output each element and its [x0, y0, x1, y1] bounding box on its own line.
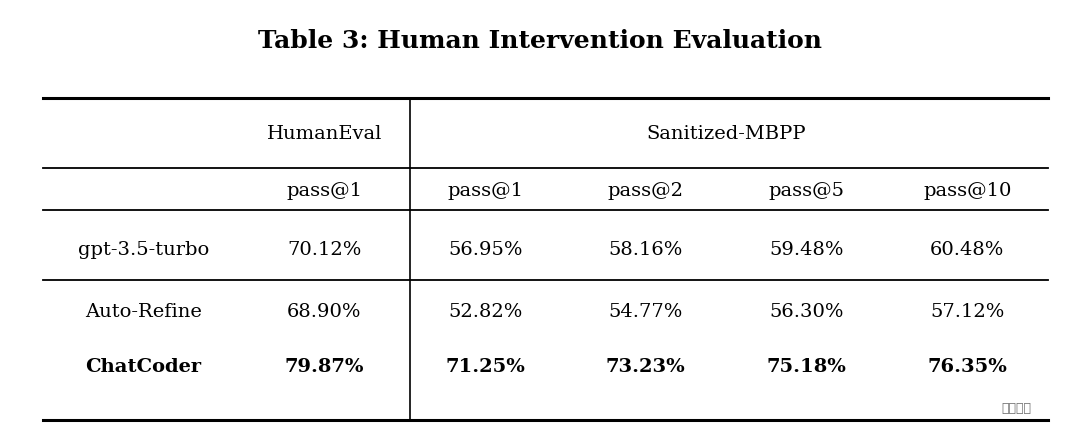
- Text: pass@1: pass@1: [447, 181, 523, 200]
- Text: 52.82%: 52.82%: [448, 302, 523, 320]
- Text: 73.23%: 73.23%: [606, 357, 686, 375]
- Text: HumanEval: HumanEval: [267, 124, 382, 143]
- Text: Table 3: Human Intervention Evaluation: Table 3: Human Intervention Evaluation: [258, 28, 822, 53]
- Text: 智链探索: 智链探索: [1001, 401, 1031, 414]
- Text: 70.12%: 70.12%: [287, 240, 362, 259]
- Text: pass@2: pass@2: [608, 181, 684, 200]
- Text: 79.87%: 79.87%: [285, 357, 364, 375]
- Text: 60.48%: 60.48%: [930, 240, 1004, 259]
- Text: Auto-Refine: Auto-Refine: [85, 302, 202, 320]
- Text: pass@10: pass@10: [923, 181, 1012, 200]
- Text: 56.30%: 56.30%: [769, 302, 843, 320]
- Text: pass@1: pass@1: [286, 181, 363, 200]
- Text: pass@5: pass@5: [769, 181, 845, 200]
- Text: 71.25%: 71.25%: [445, 357, 525, 375]
- Text: 58.16%: 58.16%: [609, 240, 683, 259]
- Text: 59.48%: 59.48%: [769, 240, 843, 259]
- Text: 76.35%: 76.35%: [928, 357, 1008, 375]
- Text: 75.18%: 75.18%: [767, 357, 847, 375]
- Text: ChatCoder: ChatCoder: [85, 357, 202, 375]
- Text: 56.95%: 56.95%: [448, 240, 523, 259]
- Text: 68.90%: 68.90%: [287, 302, 362, 320]
- Text: Sanitized-MBPP: Sanitized-MBPP: [646, 124, 806, 143]
- Text: 57.12%: 57.12%: [930, 302, 1004, 320]
- Text: gpt-3.5-turbo: gpt-3.5-turbo: [78, 240, 210, 259]
- Text: 54.77%: 54.77%: [609, 302, 683, 320]
